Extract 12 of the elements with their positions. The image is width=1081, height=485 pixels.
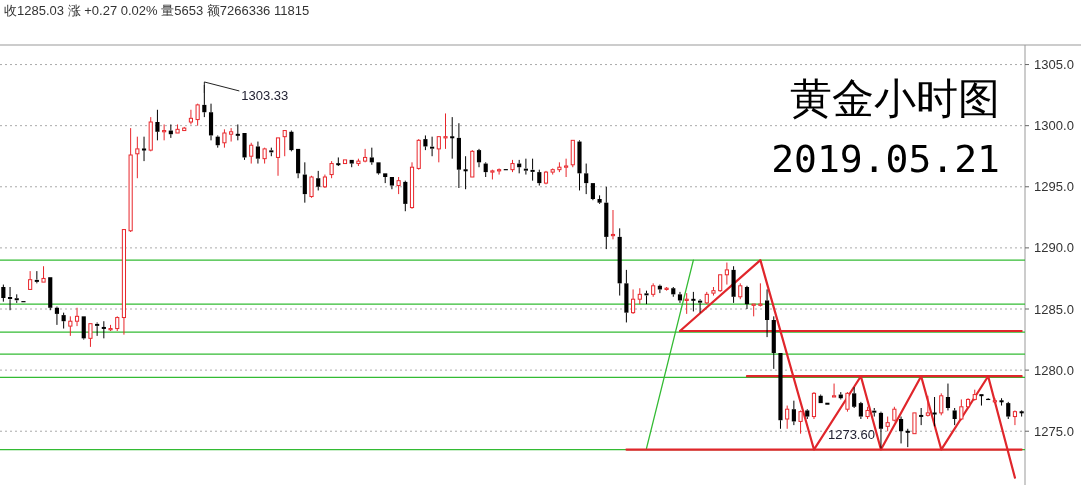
tick-label: 1275.0 [1034,423,1074,439]
tick-label: 1305.0 [1034,57,1074,73]
header: 收1285.03 涨 +0.27 0.02% 量5653 额7266336 11815 [4,3,310,18]
tick-label: 1295.0 [1034,179,1074,195]
annotation: 1303.33 [241,87,289,103]
tick-label: 1290.0 [1034,240,1074,256]
subtitle: 2019.05.21 [771,137,1000,181]
tick-label: 1300.0 [1034,118,1074,134]
title: 黄金小时图 [790,74,1000,123]
tick-label: 1285.0 [1034,301,1074,317]
tick-label: 1280.0 [1034,362,1074,378]
annotation: 1273.60 [827,427,875,443]
